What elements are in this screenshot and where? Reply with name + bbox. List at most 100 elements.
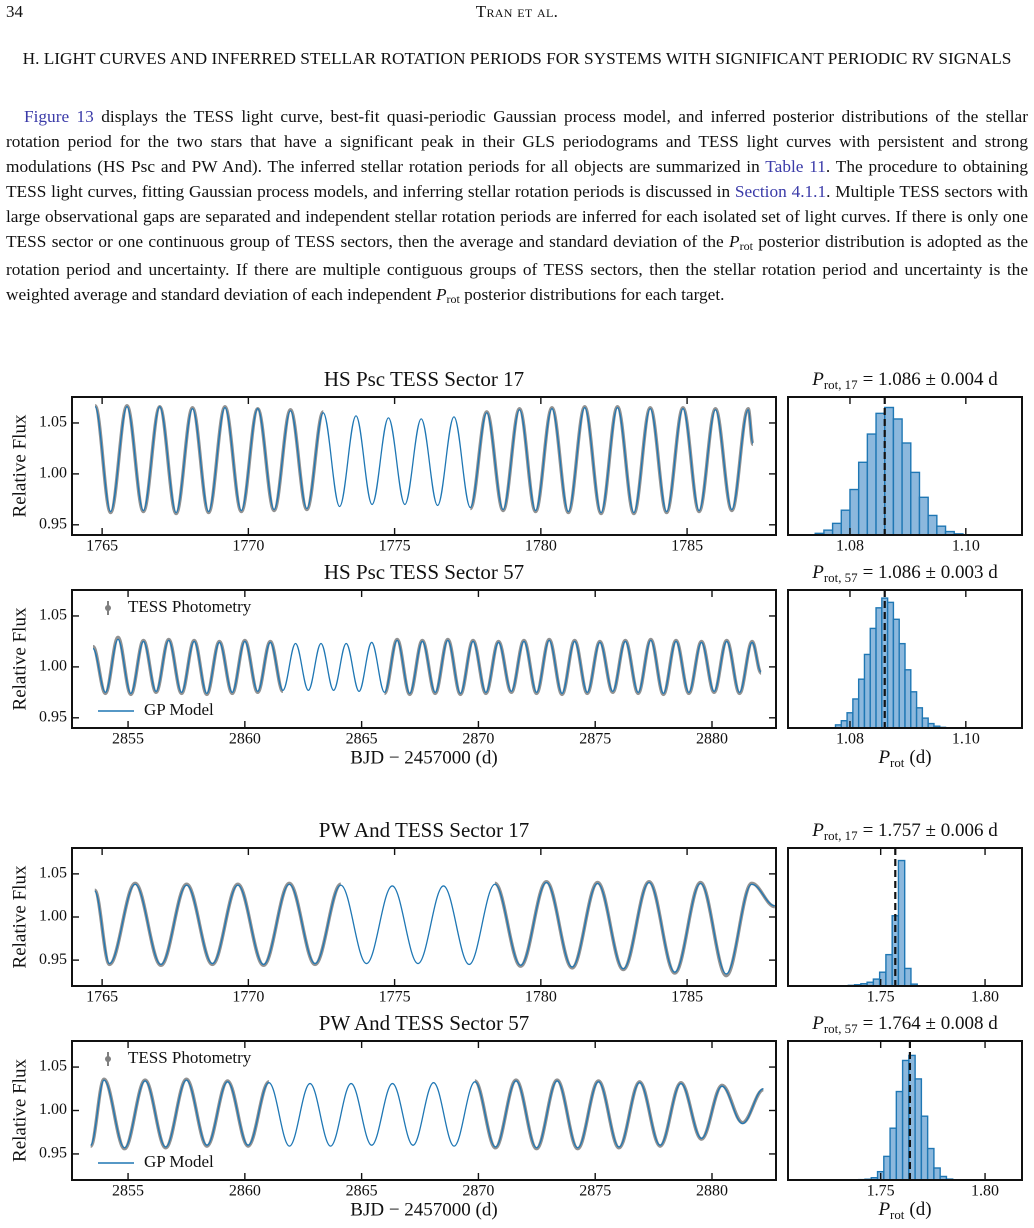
histogram-bar: [903, 967, 912, 986]
y-axis-label: Relative Flux: [9, 607, 30, 710]
histogram-bar: [875, 412, 886, 535]
plot-area: [93, 879, 776, 978]
plot-area: [847, 848, 918, 986]
histogram-bar: [831, 522, 842, 535]
panel-title-symbol: P: [811, 1013, 824, 1034]
legend-marker: [105, 605, 111, 611]
panel-title: Prot, 57 = 1.086 ± 0.003 d: [811, 562, 998, 585]
x-axis-label: Prot (d): [877, 1199, 931, 1222]
x-axis-label: BJD − 2457000 (d): [350, 1199, 497, 1220]
x-axis-label-symbol: P: [877, 747, 890, 768]
panel-title: PW And TESS Sector 57: [319, 1011, 529, 1035]
x-tick-label: 1.10: [952, 731, 980, 748]
histogram-bar: [892, 618, 900, 728]
y-tick-label: 1.05: [39, 865, 67, 882]
text-run: . The procedure to obtaining TESS light …: [6, 156, 1028, 201]
panel-title: HS Psc TESS Sector 57: [324, 560, 524, 584]
legend-marker: [105, 1056, 111, 1062]
histogram-bar: [886, 601, 895, 728]
x-tick-label: 1.75: [867, 1183, 895, 1200]
x-tick-label: 2870: [462, 731, 494, 748]
histogram-bar: [892, 418, 903, 535]
model-line: [94, 881, 775, 975]
x-tick-label: 1.80: [971, 1183, 999, 1200]
panel-title: Prot, 17 = 1.086 ± 0.004 d: [811, 369, 998, 392]
text-run: rot: [739, 238, 753, 253]
histogram-bar: [883, 1155, 891, 1180]
histogram-bar: [901, 442, 912, 535]
histogram-bar: [863, 653, 871, 728]
legend-label: GP Model: [144, 1152, 214, 1171]
text-run: posterior distribution is adopted as the…: [6, 231, 1028, 305]
y-tick-label: 0.95: [39, 951, 67, 968]
y-tick-label: 1.00: [39, 658, 67, 675]
histogram-bar: [857, 678, 866, 728]
x-tick-label: 1770: [232, 989, 264, 1006]
y-axis-label: Relative Flux: [9, 865, 30, 968]
histogram-bar: [910, 471, 921, 535]
text-run: P: [729, 231, 740, 251]
histogram-bar: [921, 717, 929, 728]
axes-frame: [787, 589, 1023, 729]
x-tick-label: 1770: [232, 538, 264, 555]
histogram-bar: [857, 461, 869, 535]
histogram-bar: [920, 1115, 929, 1180]
x-axis-label-text: (d): [909, 747, 931, 768]
y-tick-label: 1.05: [39, 414, 67, 431]
y-tick-label: 0.95: [39, 708, 67, 725]
panel-title-symbol: P: [811, 820, 824, 841]
panel-title: HS Psc TESS Sector 17: [324, 367, 524, 391]
axes-frame: [787, 396, 1023, 536]
x-tick-label: 2865: [346, 731, 378, 748]
panel-title-text: = 1.086 ± 0.004 d: [863, 369, 999, 390]
text-run: P: [435, 285, 447, 305]
cross-reference-link[interactable]: Table 11: [765, 156, 826, 176]
x-axis-label-text: (d): [909, 1199, 931, 1220]
body-paragraph: Figure 13 displays the TESS light curve,…: [6, 105, 1028, 312]
y-tick-label: 0.95: [39, 1145, 67, 1162]
panel-title: PW And TESS Sector 17: [319, 818, 529, 842]
histogram-bar: [849, 488, 860, 535]
x-tick-label: 1775: [379, 989, 411, 1006]
histogram-bar: [901, 1059, 910, 1180]
axes-frame: [787, 1040, 1023, 1181]
histogram-bar: [895, 1090, 904, 1180]
cross-reference-link[interactable]: Figure 13: [24, 107, 94, 126]
x-tick-label: 1785: [671, 989, 703, 1006]
plot-area: [834, 590, 947, 728]
histogram-bar: [933, 1167, 941, 1180]
histogram-bar: [914, 1078, 923, 1180]
legend-label: GP Model: [144, 700, 214, 719]
x-tick-label: 2875: [579, 731, 611, 748]
text-run: displays the TESS light curve, best-fit …: [6, 107, 1028, 176]
x-tick-label: 1780: [525, 538, 557, 555]
histogram-bar: [885, 953, 893, 986]
model-line: [90, 1079, 764, 1149]
panel-title-subscript: rot, 57: [824, 1021, 858, 1036]
x-axis-label-subscript: rot: [890, 1207, 905, 1222]
x-tick-label: 1765: [86, 989, 118, 1006]
x-tick-label: 2865: [346, 1183, 378, 1200]
model-line: [94, 406, 754, 514]
x-tick-label: 2870: [462, 1183, 494, 1200]
x-tick-label: 1780: [525, 989, 557, 1006]
legend-label: TESS Photometry: [128, 597, 252, 616]
text-run: posterior distributions for each target.: [459, 285, 725, 305]
histogram-bar: [904, 669, 912, 728]
y-tick-label: 1.00: [39, 465, 67, 482]
y-tick-label: 1.05: [39, 1058, 67, 1075]
x-tick-label: 1.80: [971, 989, 999, 1006]
histogram-bar: [897, 859, 906, 986]
histogram-bar: [918, 496, 929, 535]
x-tick-label: 1785: [671, 538, 703, 555]
cross-reference-link[interactable]: Section 4.1.1: [734, 181, 827, 201]
plot-area: [91, 635, 763, 697]
panel-title-symbol: P: [811, 562, 824, 583]
x-tick-label: 1.08: [836, 538, 864, 555]
panel-title: Prot, 17 = 1.757 ± 0.006 d: [811, 820, 998, 843]
x-tick-label: 1.75: [867, 989, 895, 1006]
y-tick-label: 1.05: [39, 607, 67, 624]
axes-frame: [787, 847, 1023, 987]
panel-title-symbol: P: [811, 369, 824, 390]
